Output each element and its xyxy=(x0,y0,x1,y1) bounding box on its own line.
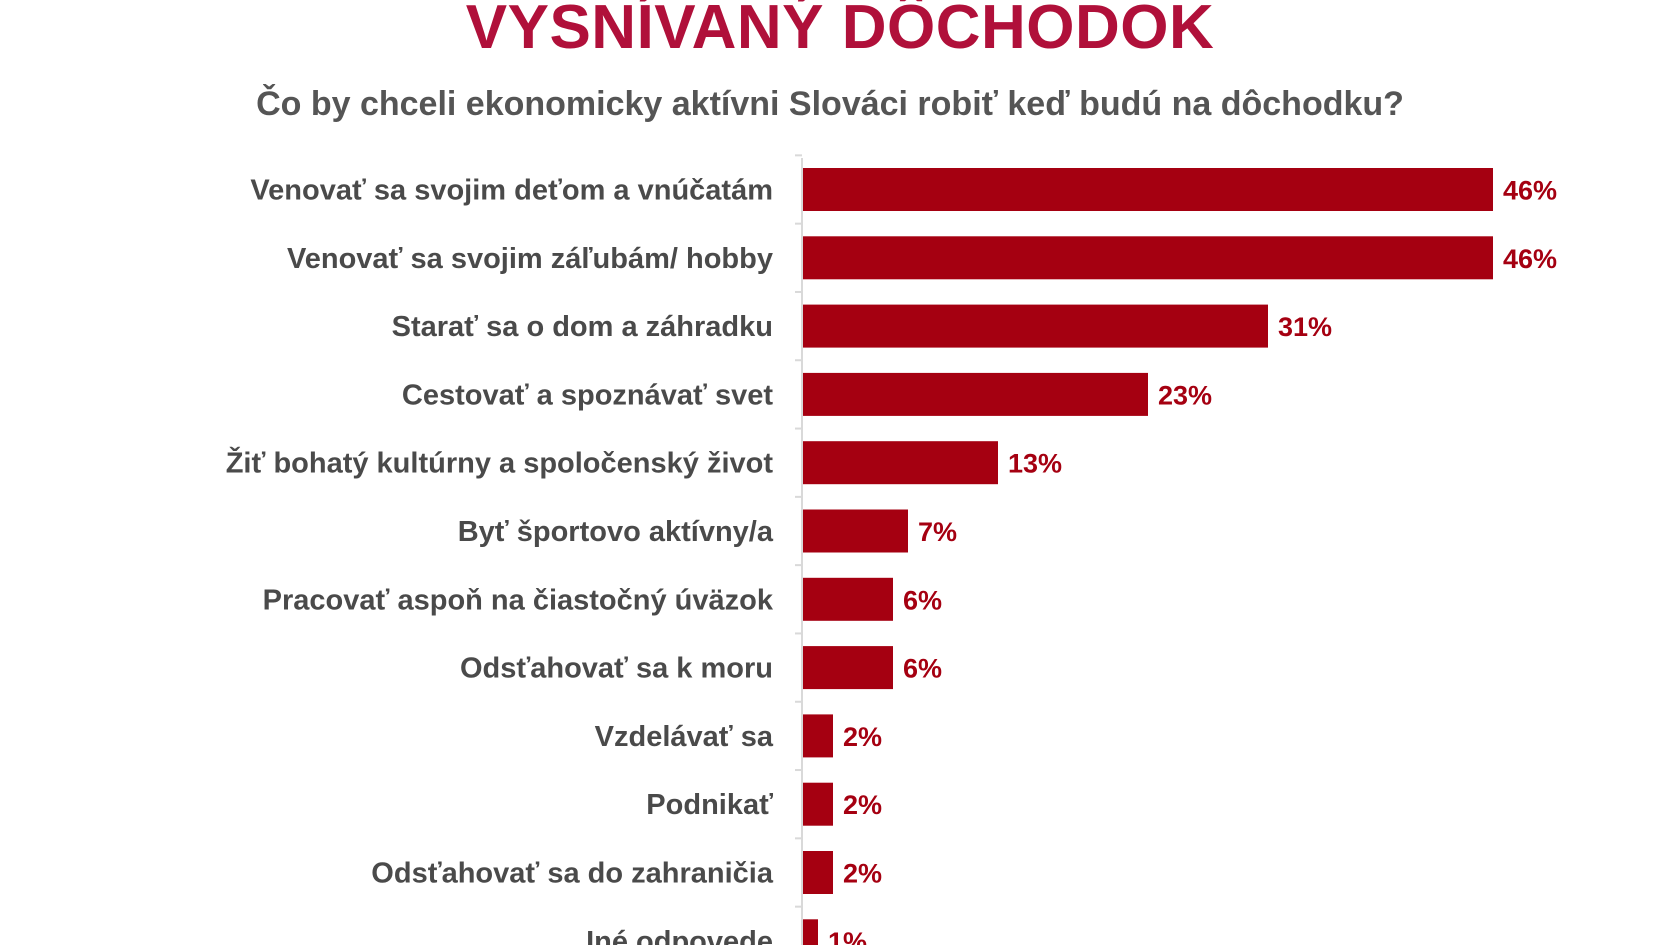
category-label: Venovať sa svojim záľubám/ hobby xyxy=(287,243,773,275)
value-label: 2% xyxy=(843,790,882,820)
bar xyxy=(803,372,1148,416)
value-label: 2% xyxy=(843,722,882,752)
bar xyxy=(803,646,893,690)
category-label: Žiť bohatý kultúrny a spoločenský život xyxy=(226,446,774,480)
bar xyxy=(803,714,833,758)
value-label: 6% xyxy=(903,654,942,684)
category-label: Odsťahovať sa k moru xyxy=(460,653,773,685)
category-label: Cestovať a spoznávať svet xyxy=(402,379,773,411)
value-label: 46% xyxy=(1503,244,1557,274)
bar xyxy=(803,782,833,826)
chart-subtitle: Čo by chceli ekonomicky aktívni Slováci … xyxy=(256,85,1404,123)
bars-group: Venovať sa svojim deťom a vnúčatám 46% Ven… xyxy=(226,154,1557,945)
bar xyxy=(803,509,908,553)
bar xyxy=(803,168,1493,211)
value-label: 6% xyxy=(903,585,942,615)
category-label: Odsťahovať sa do zahraničia xyxy=(371,858,774,890)
category-label: Venovať sa svojim deťom a vnúčatám xyxy=(250,175,773,207)
bar xyxy=(803,919,818,945)
value-label: 13% xyxy=(1008,449,1062,479)
category-label: Byť športovo aktívny/a xyxy=(458,516,774,548)
category-label: Vzdelávať sa xyxy=(595,721,774,753)
bar xyxy=(803,441,998,485)
category-label: Podnikať xyxy=(646,789,773,821)
value-label: 46% xyxy=(1503,176,1557,206)
value-label: 31% xyxy=(1278,312,1332,342)
category-label: Iné odpovede xyxy=(586,926,773,945)
category-label: Starať sa o dom a záhradku xyxy=(392,311,773,343)
category-label: Pracovať aspoň na čiastočný úväzok xyxy=(263,584,774,616)
bar xyxy=(803,304,1268,348)
bar xyxy=(803,577,893,621)
value-label: 23% xyxy=(1158,380,1212,410)
bar xyxy=(803,236,1493,280)
value-label: 1% xyxy=(828,927,867,945)
chart-title: VYSNÍVANÝ DÔCHODOK xyxy=(465,0,1215,62)
bar xyxy=(803,851,833,894)
value-label: 7% xyxy=(918,517,957,547)
value-label: 2% xyxy=(843,859,882,889)
